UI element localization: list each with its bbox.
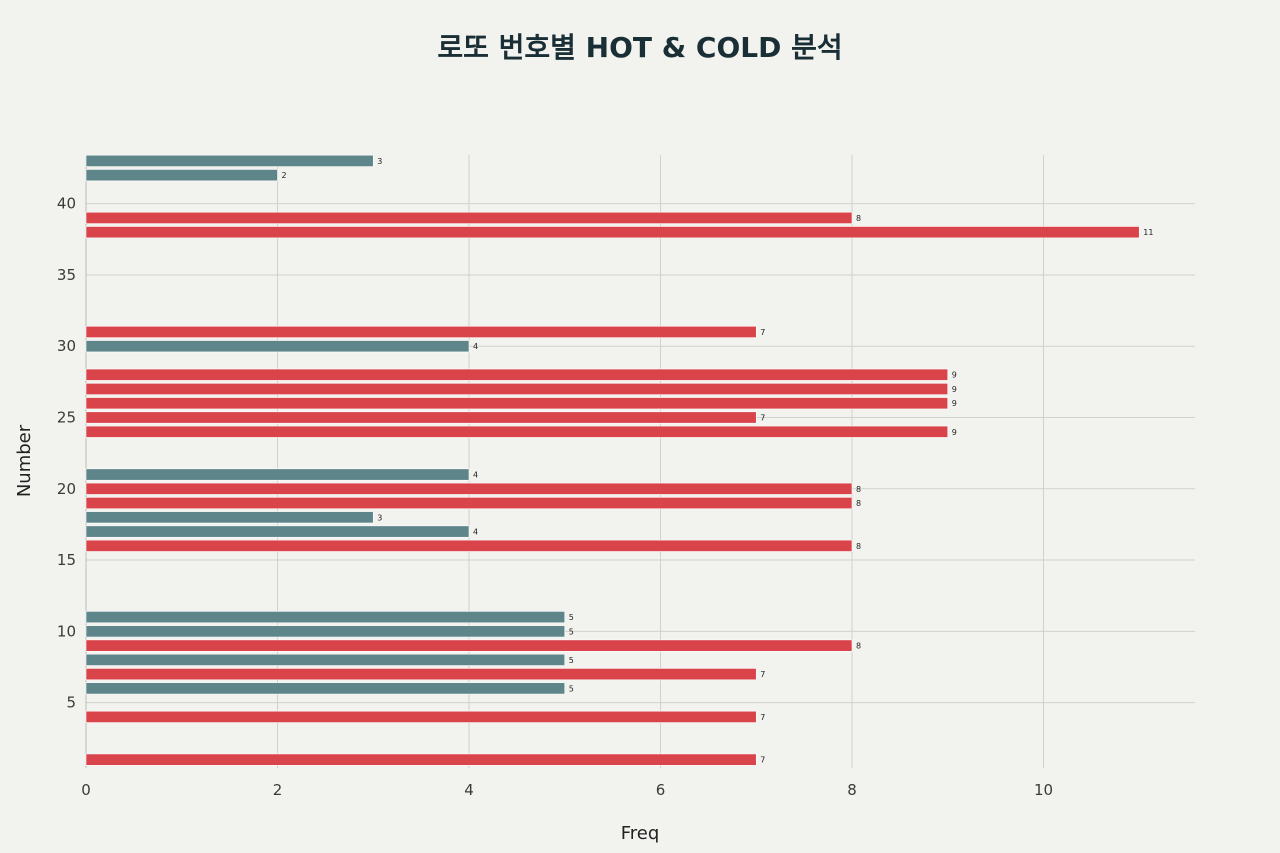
x-tick-label: 4 — [464, 781, 474, 799]
bar-value-label: 5 — [569, 656, 574, 665]
bars — [85, 154, 1140, 766]
bar-hot — [85, 753, 757, 766]
bar-value-label: 9 — [952, 385, 957, 394]
bar-value-label: 9 — [952, 371, 957, 380]
y-tick-label: 40 — [57, 195, 76, 213]
bar-value-label: 8 — [856, 542, 861, 551]
bar-hot — [85, 325, 757, 338]
x-tick-label: 8 — [847, 781, 857, 799]
y-tick-label: 20 — [57, 480, 76, 498]
bar-hot — [85, 539, 853, 552]
bar-cold — [85, 468, 470, 481]
bar-cold — [85, 611, 566, 624]
x-tick-label: 2 — [273, 781, 283, 799]
bar-value-label: 7 — [760, 414, 765, 423]
bar-value-label: 4 — [473, 528, 478, 537]
bar-cold — [85, 169, 278, 182]
bar-value-label: 5 — [569, 627, 574, 636]
y-tick-label: 10 — [57, 622, 76, 640]
bar-value-label: 11 — [1143, 228, 1153, 237]
bar-value-label: 5 — [569, 684, 574, 693]
y-tick-label: 30 — [57, 337, 76, 355]
bar-value-label: 7 — [760, 670, 765, 679]
bar-cold — [85, 511, 374, 524]
x-tick-label: 0 — [81, 781, 91, 799]
y-tick-label: 15 — [57, 551, 76, 569]
bar-cold — [85, 682, 566, 695]
bar-hot — [85, 382, 949, 395]
bar-hot — [85, 397, 949, 410]
x-tick-label: 10 — [1034, 781, 1053, 799]
x-tick-label: 6 — [656, 781, 666, 799]
bar-value-label: 8 — [856, 642, 861, 651]
bar-hot — [85, 211, 853, 224]
y-tick-label: 35 — [57, 266, 76, 284]
bar-value-label: 4 — [473, 471, 478, 480]
bar-value-label: 8 — [856, 499, 861, 508]
bar-hot — [85, 226, 1140, 239]
bar-cold — [85, 525, 470, 538]
bar-hot — [85, 482, 853, 495]
bar-value-label: 4 — [473, 342, 478, 351]
data-labels: 7 7 5 7 5 8 5 5 8 4 3 8 8 4 9 7 9 9 9 4 7 11 8 2 3 — [282, 157, 1154, 765]
y-tick-label: 25 — [57, 409, 76, 427]
bar-value-label: 3 — [377, 157, 382, 166]
y-axis-title: Number — [14, 424, 35, 497]
x-axis-title: Freq — [621, 823, 660, 844]
bar-value-label: 8 — [856, 485, 861, 494]
bar-value-label: 9 — [952, 399, 957, 408]
bar-cold — [85, 653, 566, 666]
bar-value-label: 7 — [760, 328, 765, 337]
bar-hot — [85, 368, 949, 381]
bar-value-label: 7 — [760, 756, 765, 765]
bar-hot — [85, 411, 757, 424]
bar-hot — [85, 639, 853, 652]
bar-cold — [85, 154, 374, 167]
bar-hot — [85, 710, 757, 723]
bar-hot — [85, 668, 757, 681]
bar-cold — [85, 340, 470, 353]
bar-hot — [85, 497, 853, 510]
y-tick-label: 5 — [66, 694, 76, 712]
bar-hot — [85, 425, 949, 438]
chart-title: 로또 번호별 HOT & COLD 분석 — [437, 31, 842, 64]
bar-value-label: 5 — [569, 613, 574, 622]
bar-value-label: 9 — [952, 428, 957, 437]
bar-value-label: 7 — [760, 713, 765, 722]
bar-value-label: 8 — [856, 214, 861, 223]
bar-value-label: 3 — [377, 513, 382, 522]
bar-cold — [85, 625, 566, 638]
bar-value-label: 2 — [282, 171, 287, 180]
